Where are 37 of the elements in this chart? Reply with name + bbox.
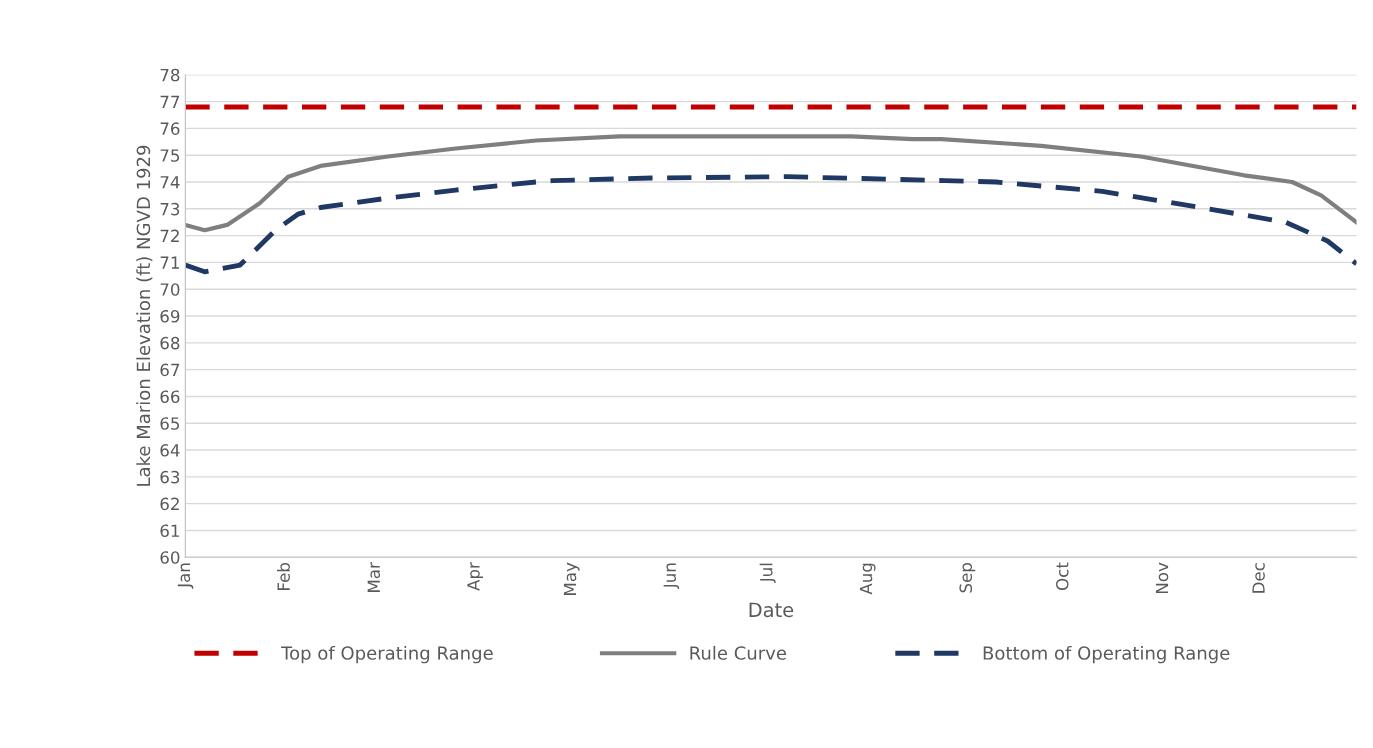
y-tick-label: 66 bbox=[160, 390, 180, 404]
y-tick-label: 62 bbox=[160, 497, 179, 511]
y-tick-label: 60 bbox=[160, 551, 180, 564]
x-tick-label: Jan bbox=[177, 563, 194, 589]
y-tick-label: 70 bbox=[160, 283, 180, 296]
x-tick-label: Aug bbox=[859, 563, 876, 595]
legend-label: Top of Operating Range bbox=[281, 645, 493, 664]
y-tick-label: 76 bbox=[160, 122, 180, 135]
y-tick-label: 69 bbox=[160, 309, 180, 323]
y-tick-label: 77 bbox=[160, 95, 180, 108]
x-tick-label: Sep bbox=[959, 563, 976, 593]
x-tick-label: Jun bbox=[663, 563, 680, 590]
x-tick-label: Mar bbox=[367, 562, 381, 592]
y-tick-label: 61 bbox=[160, 524, 179, 538]
x-tick-label: May bbox=[563, 562, 580, 595]
y-tick-label: 73 bbox=[160, 202, 180, 216]
line-series bbox=[185, 174, 1357, 275]
x-tick-label: Oct bbox=[1055, 562, 1069, 590]
y-tick-label: 67 bbox=[160, 363, 180, 377]
y-tick-label: 64 bbox=[160, 444, 180, 457]
legend-label: Bottom of Operating Range bbox=[983, 645, 1230, 664]
x-tick-label: Jul bbox=[759, 563, 776, 584]
y-tick-label: 63 bbox=[160, 470, 180, 484]
x-tick-label: Apr bbox=[467, 562, 483, 591]
y-tick-label: 72 bbox=[160, 229, 179, 242]
legend-label: Rule Curve bbox=[690, 645, 787, 660]
y-tick-label: 65 bbox=[160, 417, 180, 430]
x-tick-label: Dec bbox=[1252, 563, 1265, 593]
y-tick-label: 68 bbox=[160, 336, 180, 350]
y-tick-label: 74 bbox=[160, 176, 180, 189]
x-axis-title: Date bbox=[749, 602, 794, 618]
x-tick-label: Feb bbox=[277, 563, 290, 590]
y-axis-title: Lake Marion Elevation (ft) NGVD 1929 bbox=[136, 145, 153, 486]
y-tick-label: 71 bbox=[160, 256, 179, 269]
y-tick-label: 75 bbox=[160, 149, 180, 162]
x-tick-label: Nov bbox=[1155, 562, 1169, 594]
y-tick-label: 78 bbox=[160, 68, 180, 82]
